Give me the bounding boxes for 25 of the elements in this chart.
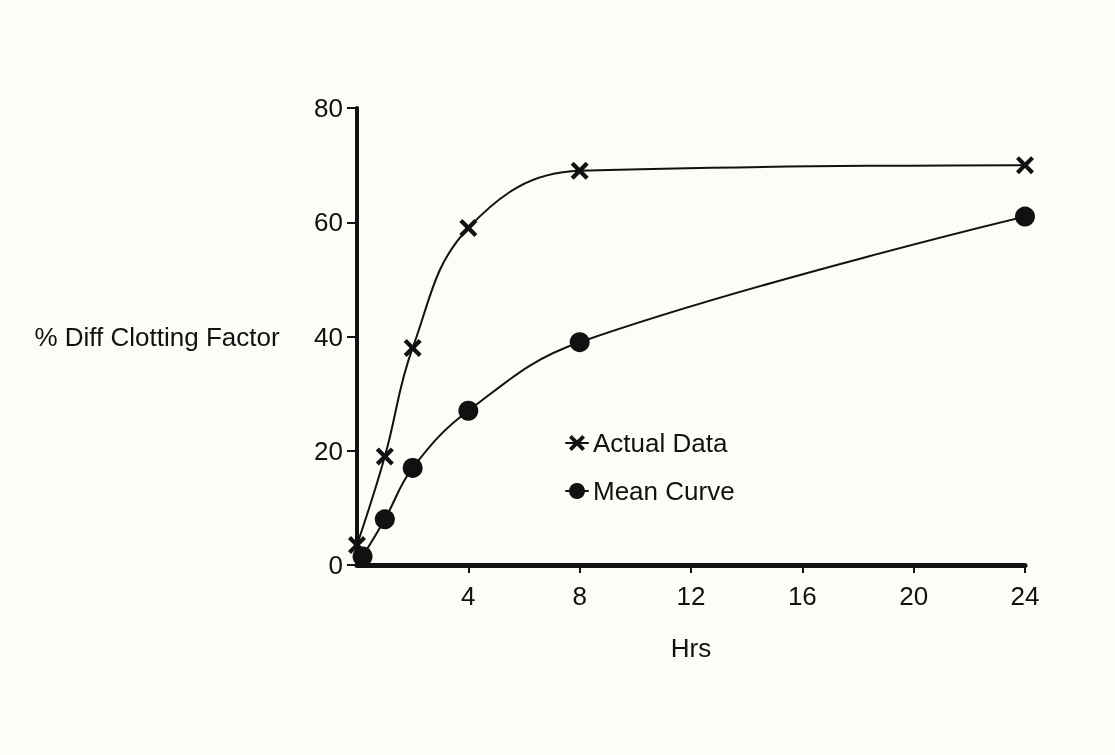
y-tick-label: 40 (314, 321, 343, 352)
y-tick-label: 60 (314, 207, 343, 238)
legend-label: Mean Curve (593, 476, 735, 506)
y-tick-label: 80 (314, 93, 343, 123)
x-tick-label: 24 (1010, 581, 1040, 611)
y-axis-title: % Diff Clotting Factor (34, 321, 280, 352)
x-tick-label: 16 (787, 581, 817, 611)
point (402, 457, 423, 478)
y-tick-label: 20 (314, 435, 343, 466)
point (1016, 156, 1034, 175)
x-tick-label: 4 (461, 581, 476, 611)
x-tick-label: 20 (899, 581, 929, 611)
point (374, 509, 395, 530)
x-tick-label: 8 (572, 581, 587, 611)
x-axis-title: Hrs (670, 633, 712, 663)
point (375, 447, 394, 466)
point (458, 400, 479, 421)
point (570, 161, 589, 180)
point (459, 218, 478, 237)
legend-label: Actual Data (593, 428, 728, 458)
x-tick-label: 12 (676, 581, 706, 611)
point (403, 338, 422, 357)
point (1015, 206, 1035, 227)
point (569, 332, 590, 353)
y-tick-label: 0 (328, 550, 343, 580)
